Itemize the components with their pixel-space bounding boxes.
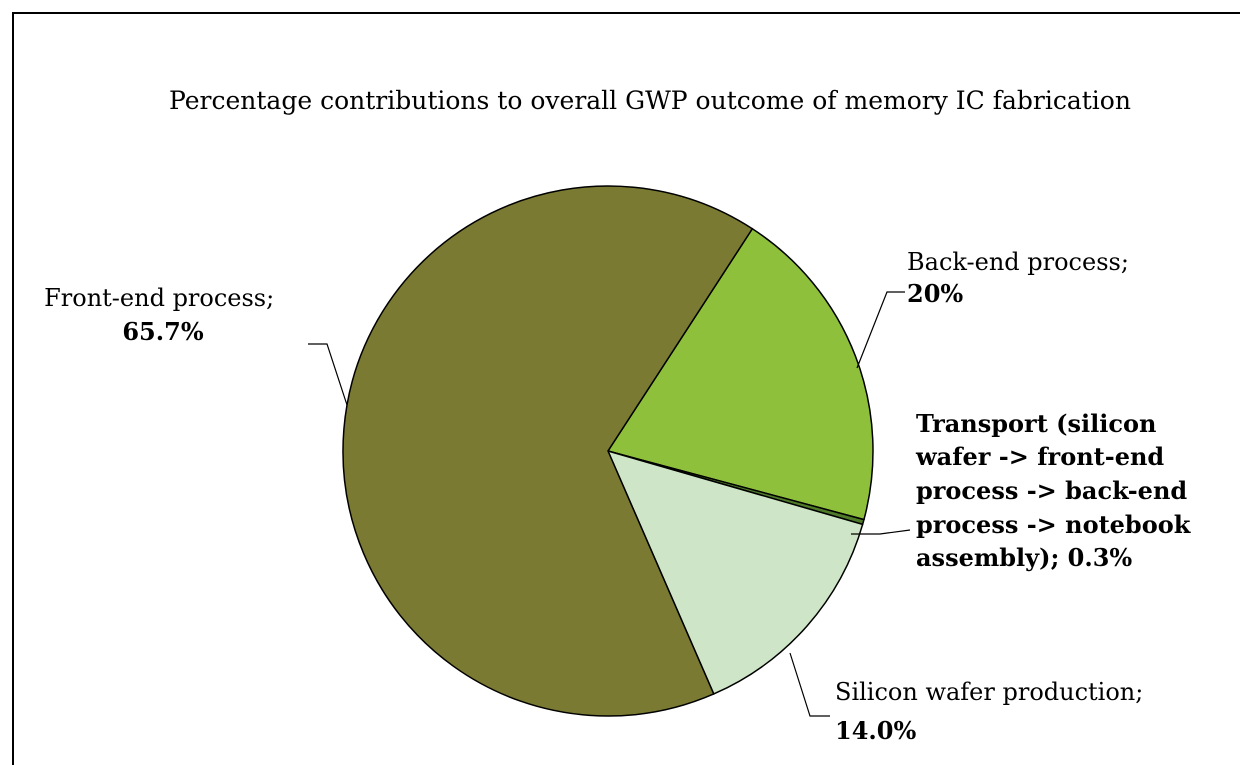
leader-front-end [308, 343, 348, 406]
leader-lines [308, 291, 911, 717]
chart-title: Percentage contributions to overall GWP … [169, 86, 1131, 115]
label-front-end-value: 65.7% [122, 317, 203, 346]
chart-frame [12, 12, 1240, 765]
label-transport-line3: process -> back-end [916, 476, 1187, 505]
label-transport-line5: assembly); 0.3% [916, 543, 1132, 572]
label-transport: Transport (silicon wafer -> front-end pr… [915, 409, 1199, 572]
leader-silicon-wafer [789, 652, 830, 717]
label-front-end-line1: Front-end process; [44, 284, 274, 312]
label-transport-line4: process -> notebook [916, 510, 1192, 539]
pie-slice-front-end [342, 185, 754, 717]
label-transport-line1: Transport (silicon [916, 409, 1156, 438]
label-front-end: Front-end process; 65.7% [44, 284, 282, 346]
leader-back-end [856, 291, 905, 369]
pie-slice-back-end [606, 227, 874, 521]
label-silicon-wafer: Silicon wafer production; 14.0% [835, 678, 1151, 745]
label-transport-line2: wafer -> front-end [915, 442, 1164, 471]
pie-slice-silicon [606, 449, 864, 695]
leader-transport [851, 529, 911, 535]
label-silicon-wafer-value: 14.0% [835, 716, 916, 745]
label-back-end-line1: Back-end process; [907, 248, 1129, 276]
pie-slices [342, 185, 874, 717]
label-silicon-wafer-line1: Silicon wafer production; [835, 678, 1143, 706]
label-back-end-value: 20% [907, 279, 963, 308]
label-back-end: Back-end process; 20% [907, 248, 1137, 308]
